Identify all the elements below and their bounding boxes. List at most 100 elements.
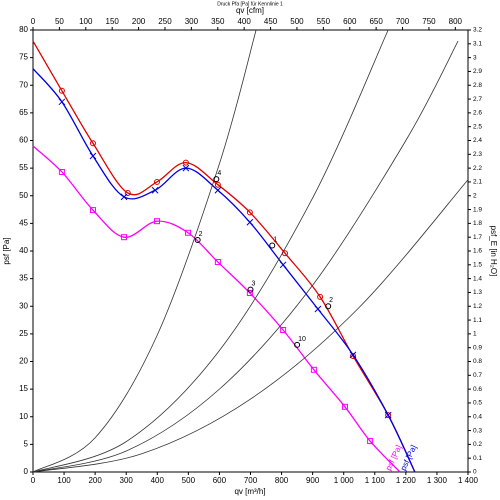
x2-tick-label: 800 bbox=[449, 17, 463, 26]
y-tick-label: 75 bbox=[19, 53, 28, 62]
point bbox=[58, 87, 65, 94]
point bbox=[341, 403, 348, 410]
point bbox=[310, 366, 317, 373]
y2-tick-label: 1.7 bbox=[473, 234, 482, 241]
point bbox=[314, 305, 322, 313]
x2-axis-label: qv [cfm] bbox=[236, 6, 264, 15]
point bbox=[151, 186, 159, 194]
y-tick-label: 15 bbox=[19, 384, 28, 393]
point bbox=[317, 293, 324, 300]
point bbox=[246, 209, 253, 216]
annotation: 4 bbox=[217, 170, 221, 177]
annotation: 10 bbox=[298, 336, 306, 343]
y2-tick-label: 2.3 bbox=[473, 151, 482, 158]
x-tick-label: 100 bbox=[57, 476, 71, 485]
annotation: 3 bbox=[252, 281, 256, 288]
y2-tick-label: 0.8 bbox=[473, 358, 482, 365]
x2-tick-label: 0 bbox=[31, 17, 36, 26]
y-tick-label: 20 bbox=[19, 357, 28, 366]
y2-tick-label: 0.6 bbox=[473, 386, 482, 393]
series-line bbox=[32, 29, 389, 473]
x-tick-label: 1 100 bbox=[365, 476, 386, 485]
x2-tick-label: 650 bbox=[369, 17, 383, 26]
y2-tick-label: 3 bbox=[473, 54, 477, 61]
y-tick-label: 40 bbox=[19, 246, 28, 255]
y2-tick-label: 0.9 bbox=[473, 344, 482, 351]
operating-point bbox=[194, 236, 201, 243]
y2-tick-label: 0.2 bbox=[473, 441, 482, 448]
y2-tick-label: 0.7 bbox=[473, 372, 482, 379]
annotation: 2 bbox=[329, 297, 333, 304]
y-tick-label: 60 bbox=[19, 136, 28, 145]
point bbox=[214, 259, 221, 266]
y2-tick-label: 0 bbox=[473, 469, 477, 476]
x2-tick-label: 150 bbox=[106, 17, 120, 26]
point bbox=[350, 352, 357, 359]
x-axis-label: qv [m³/h] bbox=[234, 487, 265, 496]
point bbox=[367, 438, 374, 445]
y2-tick-label: 1.2 bbox=[473, 303, 482, 310]
series-line bbox=[32, 68, 416, 473]
point bbox=[279, 261, 287, 269]
y2-tick-label: 0.5 bbox=[473, 400, 482, 407]
x-tick-label: 1 400 bbox=[458, 476, 479, 485]
y2-tick-label: 2.6 bbox=[473, 110, 482, 117]
x-tick-label: 1 000 bbox=[334, 476, 355, 485]
operating-point bbox=[294, 341, 301, 348]
operating-point bbox=[269, 242, 276, 249]
x-tick-label: 900 bbox=[306, 476, 320, 485]
y2-tick-label: 1.9 bbox=[473, 206, 482, 213]
x2-tick-label: 250 bbox=[158, 17, 172, 26]
x2-tick-label: 200 bbox=[132, 17, 146, 26]
x-tick-label: 800 bbox=[275, 476, 289, 485]
y2-tick-label: 3.2 bbox=[473, 27, 482, 34]
point bbox=[153, 178, 160, 185]
y2-tick-label: 1.1 bbox=[473, 317, 482, 324]
x-tick-label: 1 300 bbox=[427, 476, 448, 485]
annotation: 1 bbox=[273, 236, 277, 243]
point bbox=[124, 189, 131, 196]
point bbox=[214, 181, 221, 188]
x2-tick-label: 50 bbox=[55, 17, 64, 26]
y-tick-label: 10 bbox=[19, 412, 28, 421]
y2-tick-label: 2.5 bbox=[473, 123, 482, 130]
y-tick-label: 70 bbox=[19, 80, 28, 89]
series-line bbox=[32, 40, 459, 473]
point bbox=[89, 207, 96, 214]
y2-tick-label: 2.8 bbox=[473, 82, 482, 89]
y2-tick-label: 1.8 bbox=[473, 220, 482, 227]
y2-tick-label: 1 bbox=[473, 331, 477, 338]
point bbox=[120, 193, 128, 201]
y2-tick-label: 1.3 bbox=[473, 289, 482, 296]
y2-tick-label: 1.4 bbox=[473, 275, 482, 282]
x2-tick-label: 700 bbox=[396, 17, 410, 26]
point bbox=[384, 411, 392, 419]
y2-tick-label: 2.4 bbox=[473, 137, 482, 144]
y2-tick-label: 2.9 bbox=[473, 68, 482, 75]
y-tick-label: 80 bbox=[19, 25, 28, 34]
x-tick-label: 500 bbox=[182, 476, 196, 485]
point bbox=[280, 327, 287, 334]
y-tick-label: 65 bbox=[19, 108, 28, 117]
y2-tick-label: 3.1 bbox=[473, 41, 482, 48]
y-tick-label: 0 bbox=[24, 467, 29, 476]
point bbox=[349, 351, 357, 359]
operating-point bbox=[325, 303, 332, 310]
y2-tick-label: 2 bbox=[473, 192, 477, 199]
point bbox=[121, 234, 128, 241]
point bbox=[153, 218, 160, 225]
y-tick-label: 25 bbox=[19, 329, 28, 338]
point bbox=[89, 140, 96, 147]
point bbox=[246, 289, 253, 296]
y2-tick-label: 2.7 bbox=[473, 96, 482, 103]
y-tick-label: 55 bbox=[19, 163, 28, 172]
operating-point bbox=[247, 286, 254, 293]
x-tick-label: 0 bbox=[31, 476, 36, 485]
x2-tick-label: 600 bbox=[343, 17, 357, 26]
y2-tick-label: 0.1 bbox=[473, 455, 482, 462]
x2-tick-label: 400 bbox=[237, 17, 251, 26]
series-line bbox=[32, 145, 401, 473]
y2-tick-label: 0.4 bbox=[473, 413, 482, 420]
point bbox=[182, 159, 189, 166]
point bbox=[246, 218, 254, 226]
